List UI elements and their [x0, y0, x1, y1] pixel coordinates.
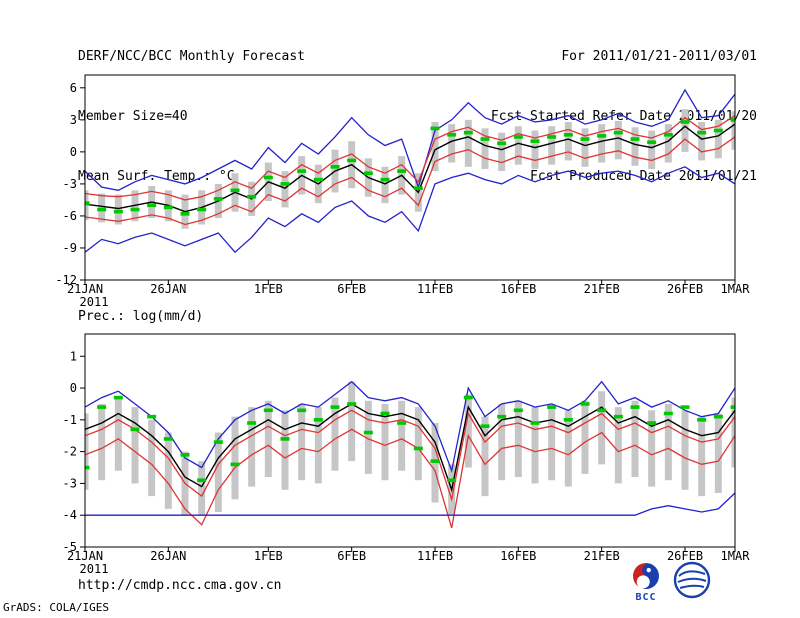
- y-axis: 6 3 0 -3 -6 -9 -12: [55, 81, 85, 287]
- lower-bound-line: [85, 428, 735, 529]
- svg-text:-2: -2: [63, 445, 77, 459]
- svg-text:-4: -4: [63, 508, 77, 522]
- x-axis: 21JAN 26JAN 1FEB 6FEB 11FEB 16FEB 21FEB 26FEB 1M…: [67, 280, 750, 309]
- header-right: For 2011/01/21-2011/03/01 Fcst Started R…: [491, 7, 757, 227]
- svg-text:11FEB: 11FEB: [417, 282, 453, 296]
- header-left: DERF/NCC/BCC Monthly Forecast Member Siz…: [78, 7, 305, 227]
- plot-area: [85, 88, 735, 254]
- ensemble-min-line: [85, 492, 735, 516]
- ensemble-spread-bars: [85, 381, 735, 516]
- y-axis: 1 0 -1 -2 -3 -4 -5: [63, 349, 85, 554]
- svg-text:1: 1: [70, 349, 77, 363]
- lower-bound-line: [85, 136, 735, 226]
- svg-text:26JAN: 26JAN: [150, 549, 186, 563]
- fcst-produced-date-label: Fcst Produced Date 2011/01/21: [530, 169, 757, 184]
- ensemble-spread-bars: [85, 109, 735, 229]
- svg-text:6FEB: 6FEB: [337, 549, 366, 563]
- forecast-range-label: For 2011/01/21-2011/03/01: [561, 49, 757, 64]
- svg-text:21JAN: 21JAN: [67, 282, 103, 296]
- year-label: 2011: [80, 562, 109, 576]
- svg-text:6FEB: 6FEB: [337, 282, 366, 296]
- observation-markers: [85, 395, 735, 483]
- axis-box: [84, 74, 736, 281]
- upper-bound-line: [85, 409, 735, 502]
- bcc-logo: BCC: [630, 560, 662, 603]
- svg-text:3: 3: [70, 113, 77, 127]
- year-label: 2011: [80, 295, 109, 309]
- bcc-logo-label: BCC: [635, 592, 657, 603]
- svg-text:26FEB: 26FEB: [667, 549, 703, 563]
- ensemble-mean-line: [85, 123, 735, 213]
- x-axis: 21JAN 26JAN 1FEB 6FEB 11FEB 16FEB 21FEB 26FEB 1M…: [67, 547, 750, 576]
- temp-chart-label: Mean Surf. Temp.: °C: [78, 169, 235, 184]
- svg-text:-12: -12: [55, 273, 77, 287]
- svg-text:6: 6: [70, 81, 77, 95]
- svg-text:0: 0: [70, 381, 77, 395]
- member-size-label: Member Size=40: [78, 109, 188, 124]
- svg-text:26FEB: 26FEB: [667, 282, 703, 296]
- precip-chart-label: Prec.: log(mm/d): [78, 309, 204, 324]
- source-url: http://cmdp.ncc.cma.gov.cn: [78, 578, 282, 593]
- axis-box: [84, 333, 736, 548]
- svg-text:26JAN: 26JAN: [150, 282, 186, 296]
- svg-text:-3: -3: [63, 177, 77, 191]
- svg-text:-6: -6: [63, 209, 77, 223]
- svg-text:-1: -1: [63, 413, 77, 427]
- svg-text:21FEB: 21FEB: [584, 549, 620, 563]
- svg-text:1MAR: 1MAR: [721, 282, 751, 296]
- svg-text:-5: -5: [63, 540, 77, 554]
- forecast-title: DERF/NCC/BCC Monthly Forecast: [78, 49, 305, 64]
- svg-text:16FEB: 16FEB: [500, 282, 536, 296]
- svg-text:1FEB: 1FEB: [254, 549, 283, 563]
- svg-text:0: 0: [70, 145, 77, 159]
- svg-text:1MAR: 1MAR: [721, 549, 751, 563]
- bcc-logo-icon: [633, 563, 659, 589]
- grads-credit: GrADS: COLA/IGES: [3, 601, 109, 614]
- upper-bound-line: [85, 115, 735, 201]
- ensemble-mean-line: [85, 403, 735, 493]
- svg-text:21FEB: 21FEB: [584, 282, 620, 296]
- logo-area: BCC: [630, 560, 760, 608]
- nmc-logo: [672, 560, 712, 600]
- plot-area: [85, 380, 735, 529]
- svg-text:21JAN: 21JAN: [67, 549, 103, 563]
- svg-text:-9: -9: [63, 241, 77, 255]
- svg-text:11FEB: 11FEB: [417, 549, 453, 563]
- observation-markers: [85, 118, 735, 216]
- svg-text:16FEB: 16FEB: [500, 549, 536, 563]
- svg-text:-3: -3: [63, 476, 77, 490]
- ensemble-max-line: [85, 380, 735, 474]
- nmc-logo-icon: [673, 561, 711, 599]
- ensemble-max-line: [85, 88, 735, 191]
- ensemble-min-line: [85, 166, 735, 254]
- svg-text:1FEB: 1FEB: [254, 282, 283, 296]
